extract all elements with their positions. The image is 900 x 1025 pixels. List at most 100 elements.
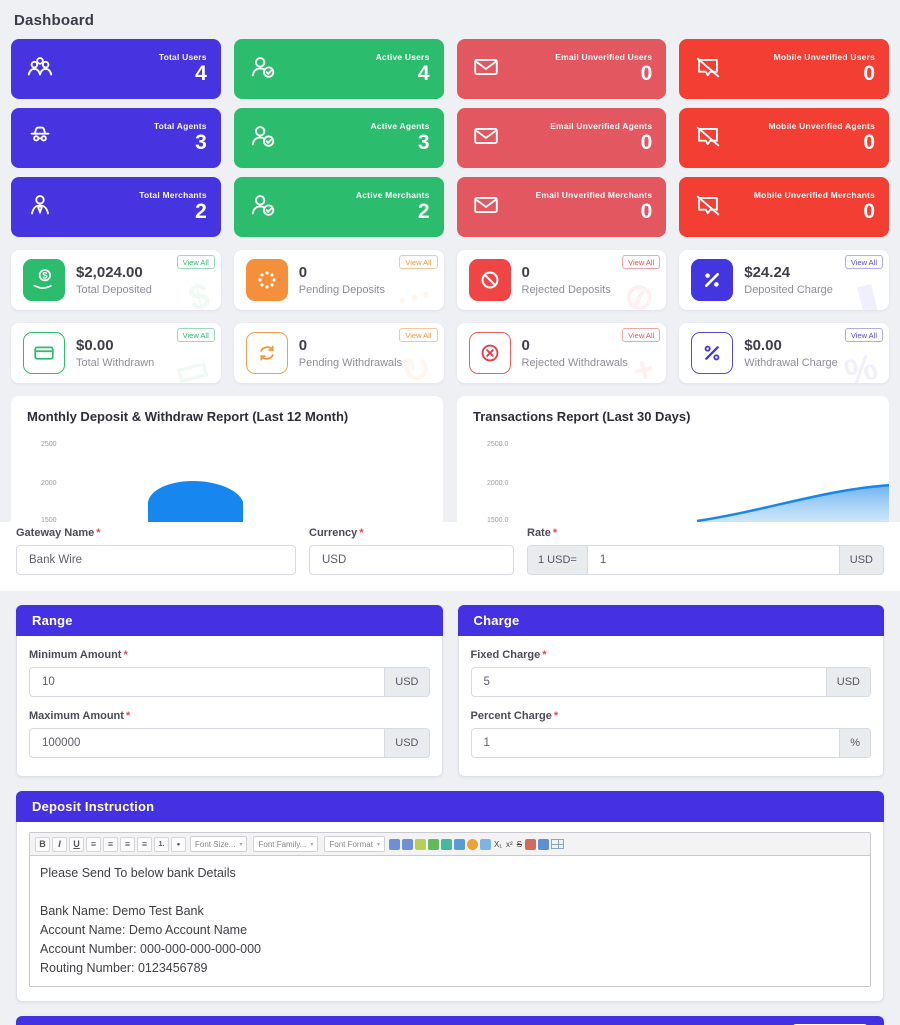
rate-prefix-addon: 1 USD=: [528, 546, 588, 574]
emoji-icon[interactable]: [466, 838, 478, 850]
link-icon[interactable]: [440, 838, 452, 850]
stat-mobile-unverified-agents: Mobile Unverified Agents 0: [679, 108, 889, 168]
editor-toolbar: B I U ≡ ≡ ≡ ≡ 1. • Font Size... ▾ Font Fa…: [30, 833, 870, 856]
unlink-icon[interactable]: [453, 838, 465, 850]
minimum-amount-group: 10 USD: [29, 667, 430, 697]
ordered-list-button[interactable]: 1.: [154, 836, 169, 852]
envelope-icon: [471, 190, 501, 225]
bold-button[interactable]: B: [35, 836, 50, 852]
align-right-button[interactable]: ≡: [120, 836, 135, 852]
rate-input[interactable]: 1: [599, 554, 607, 566]
table-icon[interactable]: [551, 839, 565, 849]
agent-icon: [25, 121, 55, 156]
view-all-badge[interactable]: View All: [622, 328, 661, 342]
view-all-badge[interactable]: View All: [399, 255, 438, 269]
stat-active-agents: Active Agents 3: [233, 108, 444, 168]
card-pending-deposits: 0 Pending Deposits View All ⋯: [233, 250, 444, 310]
image-icon[interactable]: [479, 838, 491, 850]
credit-card-icon: [23, 332, 65, 374]
editor-content[interactable]: Please Send To below bank Details Bank N…: [30, 856, 870, 986]
align-center-button[interactable]: ≡: [103, 836, 118, 852]
watermark-arrow: ↻: [396, 345, 436, 383]
currency-input[interactable]: USD: [309, 545, 514, 575]
deposit-instruction-header: Deposit Instruction: [16, 791, 884, 822]
minimum-amount-suffix: USD: [384, 668, 429, 696]
view-all-badge[interactable]: View All: [844, 328, 883, 342]
stat-active-users: Active Users 4: [233, 39, 444, 99]
summary-grid-row2: $0.00 Total Withdrawn View All ▭ 0 Pending…: [11, 323, 889, 383]
fixed-charge-input[interactable]: 5: [483, 676, 490, 688]
charge-panel: Charge Fixed Charge * 5 USD Percent Charg…: [457, 605, 884, 777]
area-chart-transactions: [696, 483, 889, 522]
watermark-dots: ⋯: [390, 272, 436, 310]
maximum-amount-suffix: USD: [384, 729, 429, 757]
y-tick: 1500.0: [487, 517, 509, 522]
user-check-icon: [248, 190, 278, 225]
unordered-list-button[interactable]: •: [171, 836, 186, 852]
view-all-badge[interactable]: View All: [176, 328, 215, 342]
subscript-button[interactable]: X₁: [493, 839, 502, 849]
stat-active-merchants: Active Merchants 2: [233, 177, 444, 237]
stat-email-unverified-agents: Email Unverified Agents 0: [456, 108, 667, 168]
card-total-withdrawn: $0.00 Total Withdrawn View All ▭: [11, 323, 221, 383]
users-icon: [25, 52, 55, 87]
page-title: Dashboard: [14, 12, 95, 29]
y-tick: 2500.0: [487, 441, 509, 448]
font-format-select[interactable]: Font Format ▾: [324, 836, 385, 852]
percent-outline-icon: [691, 332, 734, 374]
gateway-form: Gateway Name * Bank Wire Currency * USD Ra…: [0, 522, 900, 591]
font-family-select[interactable]: Font Family... ▾: [253, 836, 319, 852]
range-panel: Range Minimum Amount * 10 USD Maximum Amo…: [16, 605, 443, 777]
maximum-amount-input[interactable]: 100000: [42, 737, 81, 749]
gateway-name-label: Gateway Name *: [16, 527, 101, 539]
hr-icon[interactable]: [538, 838, 550, 850]
chart-title: Monthly Deposit & Withdraw Report (Last …: [27, 409, 349, 424]
font-size-select[interactable]: Font Size... ▾: [190, 836, 248, 852]
superscript-button[interactable]: x²: [506, 839, 513, 849]
italic-button[interactable]: I: [52, 836, 67, 852]
chevron-down-icon: ▾: [239, 841, 243, 848]
x-circle-icon: [468, 332, 511, 374]
bg-color-icon[interactable]: [427, 838, 439, 850]
y-tick: 2000: [41, 480, 57, 487]
chart-title: Transactions Report (Last 30 Days): [473, 409, 691, 424]
card-withdrawal-charge: $0.00 Withdrawal Charge View All %: [679, 323, 889, 383]
message-slash-icon: [693, 121, 723, 156]
view-all-badge[interactable]: View All: [844, 255, 883, 269]
stat-grid: Total Users 4 Active Users 4 Email Unverif…: [11, 39, 889, 237]
strikethrough-button[interactable]: S: [516, 839, 523, 849]
view-all-badge[interactable]: View All: [622, 255, 661, 269]
dollar-hand-icon: $: [23, 259, 65, 301]
indent-icon[interactable]: [388, 838, 400, 850]
envelope-icon: [471, 121, 501, 156]
rate-label: Rate *: [527, 527, 558, 539]
underline-button[interactable]: U: [69, 836, 84, 852]
user-check-icon: [248, 52, 278, 87]
message-slash-icon: [693, 52, 723, 87]
range-charge-row: Range Minimum Amount * 10 USD Maximum Amo…: [16, 605, 884, 777]
range-panel-header: Range: [16, 605, 443, 636]
percent-charge-input[interactable]: 1: [483, 737, 490, 749]
watermark-ban: ⊘: [619, 272, 659, 310]
view-all-badge[interactable]: View All: [176, 255, 215, 269]
percent-icon: [691, 259, 734, 301]
remove-format-icon[interactable]: [525, 838, 537, 850]
charge-panel-header: Charge: [457, 605, 884, 636]
message-slash-icon: [693, 190, 723, 225]
minimum-amount-input[interactable]: 10: [42, 676, 55, 688]
text-color-icon[interactable]: [414, 838, 426, 850]
y-tick: 2500: [41, 441, 57, 448]
outdent-icon[interactable]: [401, 838, 413, 850]
area-chart-deposit: [148, 481, 243, 522]
card-rejected-deposits: 0 Rejected Deposits View All ⊘: [456, 250, 667, 310]
align-justify-button[interactable]: ≡: [137, 836, 152, 852]
gateway-name-input[interactable]: Bank Wire: [16, 545, 296, 575]
align-left-button[interactable]: ≡: [86, 836, 101, 852]
watermark-card: ▭: [170, 345, 214, 383]
user-data-panel: User Data + Add New Label Transaction Nu…: [16, 1016, 884, 1025]
stat-email-unverified-merchants: Email Unverified Merchants 0: [456, 177, 667, 237]
chart-monthly-deposit-withdraw: Monthly Deposit & Withdraw Report (Last …: [11, 396, 443, 522]
stat-mobile-unverified-users: Mobile Unverified Users 0: [679, 39, 889, 99]
view-all-badge[interactable]: View All: [399, 328, 438, 342]
user-check-icon: [248, 121, 278, 156]
